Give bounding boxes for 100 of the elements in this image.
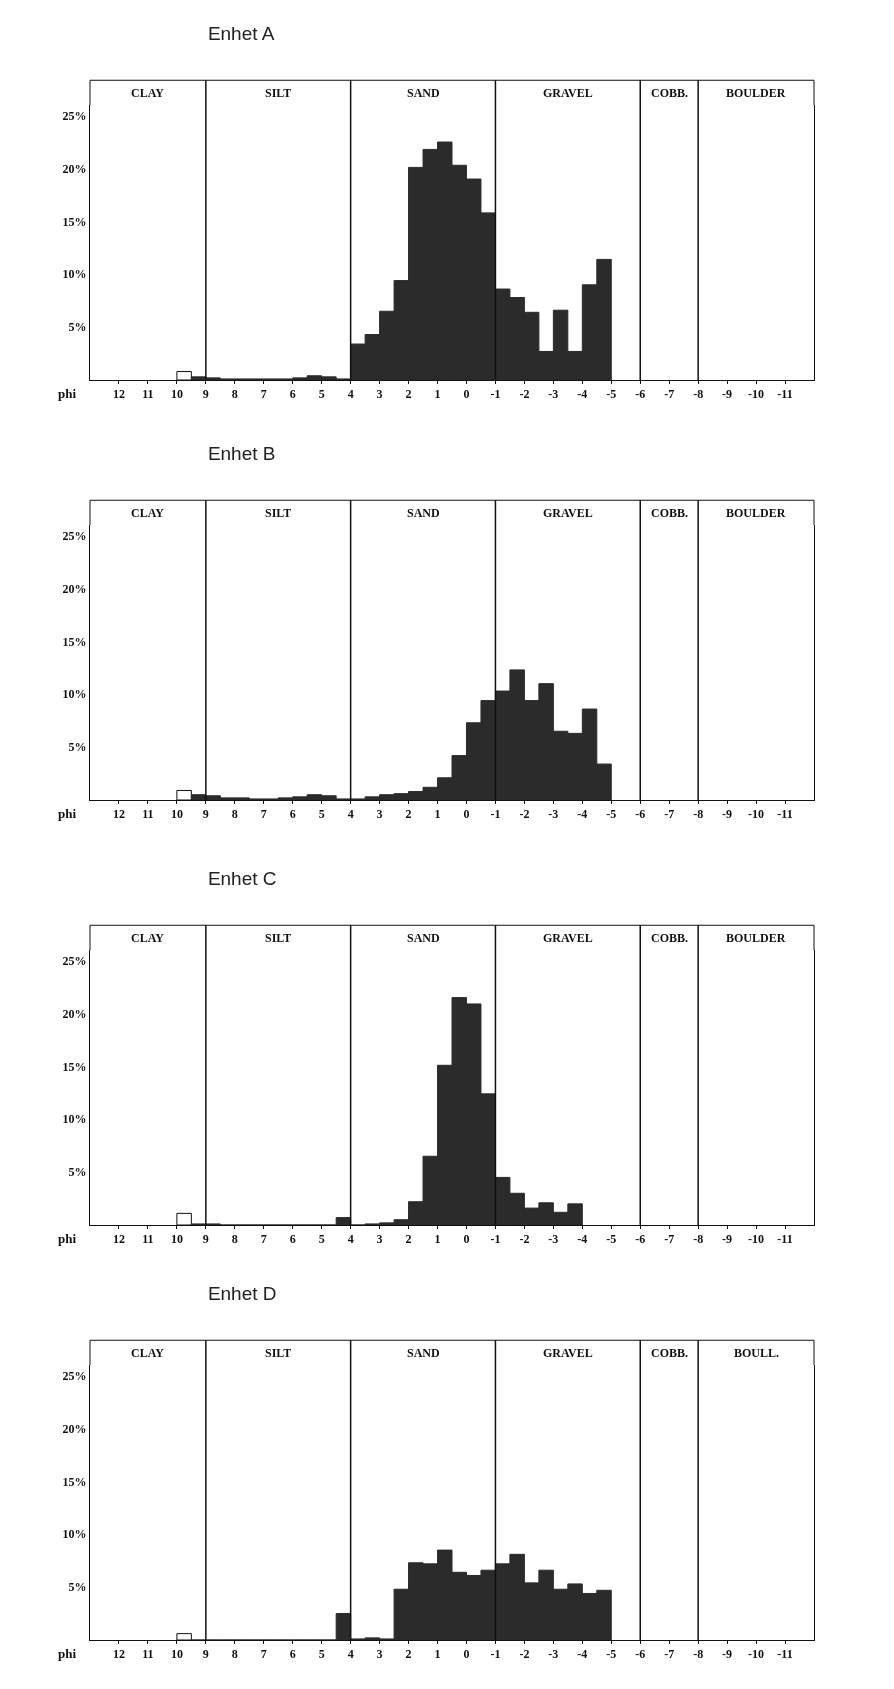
y-tick-label: 15% [62, 214, 87, 229]
text: GRAVEL [543, 86, 593, 100]
x-tick-label: 0 [463, 387, 470, 402]
chart-title: Enhet B [207, 442, 276, 464]
x-tick-label: 11 [142, 807, 154, 822]
y-tick-label: 20% [62, 581, 87, 596]
x-tick-label: -4 [577, 1232, 588, 1247]
text: BOULDER [726, 931, 786, 945]
x-tick-label: 11 [142, 387, 154, 402]
y-tick-label: 10% [62, 1112, 87, 1127]
y-tick-label: 15% [62, 1474, 87, 1489]
x-tick-label: -3 [548, 1232, 559, 1247]
x-axis-title: phi [58, 1646, 77, 1661]
x-tick-label: -5 [606, 1232, 617, 1247]
y-tick-label: 5% [68, 1580, 87, 1595]
text: GRAVEL [543, 931, 593, 945]
x-tick-label: -5 [606, 807, 617, 822]
y-tick-label: 10% [62, 687, 87, 702]
x-tick-label: 7 [260, 387, 267, 402]
x-tick-label: 9 [202, 807, 209, 822]
text: SAND [407, 931, 441, 945]
x-tick-label: -2 [519, 1647, 530, 1662]
x-tick-label: 0 [463, 1647, 470, 1662]
y-tick-label: 15% [62, 634, 87, 649]
x-tick-label: -7 [664, 1232, 675, 1247]
x-tick-label: -4 [577, 387, 588, 402]
x-tick-label: 2 [405, 1232, 412, 1247]
x-tick-label: -9 [722, 1232, 733, 1247]
y-tick-label: 5% [68, 320, 87, 335]
x-tick-label: -9 [722, 1647, 733, 1662]
x-tick-label: 10 [170, 1232, 183, 1247]
text: SILT [265, 931, 292, 945]
chart-title: Enhet D [207, 1282, 277, 1304]
x-tick-label: -8 [693, 387, 704, 402]
chart-title: Enhet A [207, 22, 275, 44]
x-tick-label: -4 [577, 807, 588, 822]
x-tick-label: -11 [777, 1647, 793, 1662]
x-tick-label: 1 [434, 1232, 441, 1247]
x-tick-label: -7 [664, 807, 675, 822]
x-tick-label: -3 [548, 807, 559, 822]
text: CLAY [131, 931, 165, 945]
x-tick-label: 7 [260, 807, 267, 822]
x-tick-label: -4 [577, 1647, 588, 1662]
text: CLAY [131, 1346, 165, 1360]
x-tick-label: 9 [202, 387, 209, 402]
text: SAND [407, 506, 441, 520]
y-tick-label: 25% [62, 528, 87, 543]
x-tick-label: 6 [289, 387, 296, 402]
x-tick-label: 1 [434, 387, 441, 402]
x-tick-label: -5 [606, 387, 617, 402]
x-axis-title: phi [58, 1231, 77, 1246]
y-tick-label: 5% [68, 1165, 87, 1180]
x-tick-label: -7 [664, 387, 675, 402]
x-tick-label: -5 [606, 1647, 617, 1662]
x-tick-label: 0 [463, 1232, 470, 1247]
y-tick-label: 15% [62, 1059, 87, 1074]
x-tick-label: 6 [289, 1647, 296, 1662]
x-tick-label: 8 [231, 1647, 238, 1662]
x-tick-label: 4 [347, 807, 354, 822]
text: SILT [265, 506, 292, 520]
text: BOULDER [726, 506, 786, 520]
text: CLAY [131, 506, 165, 520]
x-tick-label: 6 [289, 807, 296, 822]
x-tick-label: 10 [170, 1647, 183, 1662]
text: SAND [407, 86, 441, 100]
x-tick-label: 12 [112, 387, 125, 402]
x-tick-label: 10 [170, 807, 183, 822]
x-tick-label: -11 [777, 1232, 793, 1247]
x-tick-label: 8 [231, 807, 238, 822]
text: BOULL. [734, 1346, 780, 1360]
x-tick-label: -11 [777, 807, 793, 822]
x-tick-label: -2 [519, 807, 530, 822]
x-tick-label: 2 [405, 387, 412, 402]
x-tick-label: -9 [722, 387, 733, 402]
x-tick-label: 10 [170, 387, 183, 402]
x-tick-label: -3 [548, 387, 559, 402]
text: SILT [265, 1346, 292, 1360]
x-tick-label: 0 [463, 807, 470, 822]
text: GRAVEL [543, 1346, 593, 1360]
x-tick-label: -7 [664, 1647, 675, 1662]
x-tick-label: 4 [347, 1232, 354, 1247]
x-tick-label: 7 [260, 1232, 267, 1247]
y-tick-label: 20% [62, 1421, 87, 1436]
x-tick-label: -2 [519, 387, 530, 402]
y-tick-label: 5% [68, 740, 87, 755]
x-tick-label: -10 [748, 1232, 765, 1247]
x-tick-label: 8 [231, 1232, 238, 1247]
x-tick-label: 3 [376, 807, 383, 822]
text: SAND [407, 1346, 441, 1360]
x-tick-label: -1 [490, 387, 501, 402]
text: BOULDER [726, 86, 786, 100]
x-tick-label: -9 [722, 807, 733, 822]
text: SILT [265, 86, 292, 100]
x-tick-label: -2 [519, 1232, 530, 1247]
y-tick-label: 25% [62, 108, 87, 123]
x-tick-label: -6 [635, 1647, 646, 1662]
y-tick-label: 20% [62, 1006, 87, 1021]
x-tick-label: 5 [318, 1232, 325, 1247]
x-tick-label: 4 [347, 387, 354, 402]
x-tick-label: 12 [112, 1232, 125, 1247]
